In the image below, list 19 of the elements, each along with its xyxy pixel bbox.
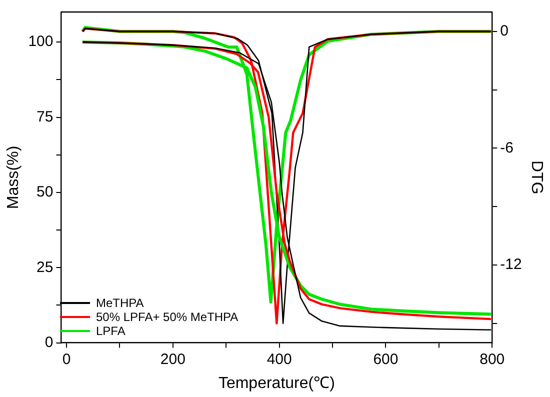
x-tick-label: 600	[373, 350, 398, 368]
x-tick-label: 0	[62, 350, 71, 368]
legend-label: 50% LPFA+ 50% MeTHPA	[96, 310, 238, 324]
x-tick-label: 400	[266, 350, 292, 368]
x-tick-label: 200	[160, 350, 186, 368]
y-tick-label: 75	[36, 108, 54, 126]
y-tick-label: 50	[36, 184, 54, 201]
y-tick-label: 25	[36, 258, 54, 276]
y2-tick-label: -12	[500, 256, 522, 274]
y-axis-title: Mass(%)	[5, 146, 22, 209]
y-tick-label: 0	[44, 334, 54, 351]
x-tick-label: 800	[480, 350, 505, 368]
legend-label: MeTHPA	[96, 296, 144, 310]
x-axis-title: Temperature(℃)	[218, 374, 335, 392]
y2-tick-label: -6	[500, 139, 514, 156]
y2-axis-title: DTG	[528, 160, 545, 194]
legend-label: LPFA	[96, 324, 126, 338]
y-tick-label: 100	[28, 33, 54, 50]
y2-tick-label: 0	[500, 22, 508, 40]
